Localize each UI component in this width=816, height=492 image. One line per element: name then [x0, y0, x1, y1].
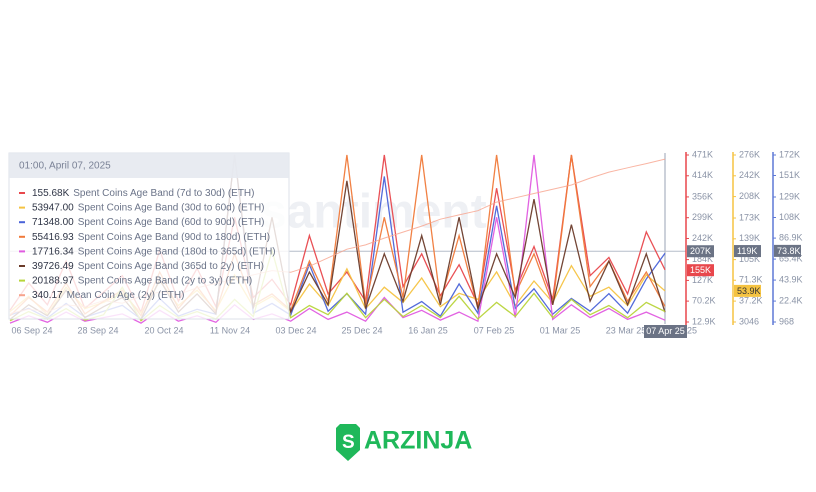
- y-tick-label: 129K: [779, 191, 800, 201]
- y-tick-label: 70.2K: [692, 295, 716, 305]
- y-tick-label: 105K: [739, 254, 760, 264]
- axis-marker-label: 155K: [690, 265, 711, 275]
- tooltip-name: Spent Coins Age Band (180d to 365d) (ETH…: [78, 246, 276, 257]
- y-tick-label: 356K: [692, 191, 713, 201]
- axis-marker-label: 73.8K: [777, 246, 801, 256]
- y-tick-label: 43.9K: [779, 274, 803, 284]
- x-tick-label: 23 Mar 25: [606, 325, 647, 335]
- tooltip-value: 55416.93: [32, 231, 74, 242]
- y-tick-label: 968: [779, 316, 794, 326]
- y-tick-label: 208K: [739, 191, 760, 201]
- tooltip-name: Spent Coins Age Band (30d to 60d) (ETH): [78, 202, 265, 213]
- hover-x-box: [644, 325, 687, 338]
- y-tick-label: 276K: [739, 149, 760, 159]
- y-tick-label: 3046: [739, 316, 759, 326]
- y-tick-label: 71.3K: [739, 275, 763, 285]
- y-tick-label: 151K: [779, 170, 800, 180]
- y-tick-label: 471K: [692, 149, 713, 159]
- y-tick-label: 12.9K: [692, 316, 716, 326]
- tooltip-value: 20188.97: [32, 275, 74, 286]
- watermark: santiment: [260, 186, 487, 239]
- y-tick-label: 22.4K: [779, 295, 803, 305]
- y-tick-label: 37.2K: [739, 295, 763, 305]
- axis-marker: [774, 244, 801, 257]
- y-tick-label: 242K: [739, 170, 760, 180]
- y-tick-label: 299K: [692, 212, 713, 222]
- x-tick-label: 16 Jan 25: [408, 325, 448, 335]
- x-tick-label: 03 Dec 24: [275, 325, 316, 335]
- y-tick-label: 173K: [739, 212, 760, 222]
- x-tick-label: 06 Sep 24: [11, 325, 52, 335]
- tooltip-entry: 39726.49 Spent Coins Age Band (365d to 2y…: [32, 261, 264, 272]
- x-tick-label: 01 Mar 25: [540, 325, 581, 335]
- x-tick-label: 28 Sep 24: [77, 325, 118, 335]
- logo-icon: [336, 424, 360, 461]
- x-tick-label: 25: [687, 325, 697, 335]
- x-tick-label: 11 Nov 24: [210, 325, 250, 335]
- axis-marker: [734, 284, 761, 297]
- tooltip-entry: 55416.93 Spent Coins Age Band (90d to 180…: [32, 231, 270, 242]
- tooltip-value: 340.17: [32, 290, 63, 301]
- tooltip: 01:00, April 07, 2025 155.68K Spent Coins…: [8, 152, 290, 320]
- tooltip-header: [9, 153, 289, 178]
- tooltip-value: 53947.00: [32, 202, 74, 213]
- y-tick-label: 242K: [692, 233, 713, 243]
- tooltip-name: Spent Coins Age Band (60d to 90d) (ETH): [78, 217, 265, 228]
- y-tick-label: 86.9K: [779, 232, 803, 242]
- hover-x-label: 07 Apr 25: [646, 326, 685, 336]
- logo: S ARZINJA: [336, 424, 472, 461]
- logo-icon-mark: S: [342, 432, 355, 453]
- axis-marker: [734, 245, 761, 258]
- tooltip-entry: 20188.97 Spent Coins Age Band (2y to 3y) …: [32, 275, 252, 286]
- y-tick-label: 65.4K: [779, 253, 803, 263]
- tooltip-name: Spent Coins Age Band (7d to 30d) (ETH): [73, 188, 254, 199]
- tooltip-value: 17716.34: [32, 246, 74, 257]
- axis-marker-label: 53.9K: [737, 286, 761, 296]
- axis-marker: [687, 264, 714, 277]
- y-tick-label: 139K: [739, 233, 760, 243]
- y-tick-label: 172K: [779, 149, 800, 159]
- logo-text: ARZINJA: [364, 427, 472, 455]
- x-tick-label: 07 Feb 25: [474, 325, 515, 335]
- x-tick-label: 25 Dec 24: [341, 325, 382, 335]
- y-tick-label: 414K: [692, 170, 713, 180]
- tooltip-entry: 17716.34 Spent Coins Age Band (180d to 36…: [32, 246, 276, 257]
- axis-marker: [687, 245, 714, 258]
- y-tick-label: 184K: [692, 254, 713, 264]
- tooltip-entry: 155.68K Spent Coins Age Band (7d to 30d) …: [32, 188, 254, 199]
- tooltip-name: Mean Coin Age (2y) (ETH): [67, 290, 185, 301]
- axis-marker-label: 207K: [690, 246, 711, 256]
- tooltip-entry: 340.17 Mean Coin Age (2y) (ETH): [32, 290, 184, 301]
- tooltip-title: 01:00, April 07, 2025: [19, 161, 111, 172]
- axis-marker-label: 119K: [737, 246, 757, 256]
- y-tick-label: 108K: [779, 212, 800, 222]
- tooltip-value: 39726.49: [32, 261, 74, 272]
- tooltip-name: Spent Coins Age Band (365d to 2y) (ETH): [78, 261, 264, 272]
- tooltip-name: Spent Coins Age Band (90d to 180d) (ETH): [78, 231, 270, 242]
- tooltip-entry: 71348.00 Spent Coins Age Band (60d to 90d…: [32, 217, 265, 228]
- x-tick-label: 20 Oct 24: [144, 325, 183, 335]
- tooltip-entry: 53947.00 Spent Coins Age Band (30d to 60d…: [32, 202, 265, 213]
- tooltip-value: 71348.00: [32, 217, 74, 228]
- y-tick-label: 127K: [692, 275, 713, 285]
- tooltip-value: 155.68K: [32, 188, 70, 199]
- tooltip-name: Spent Coins Age Band (2y to 3y) (ETH): [78, 275, 253, 286]
